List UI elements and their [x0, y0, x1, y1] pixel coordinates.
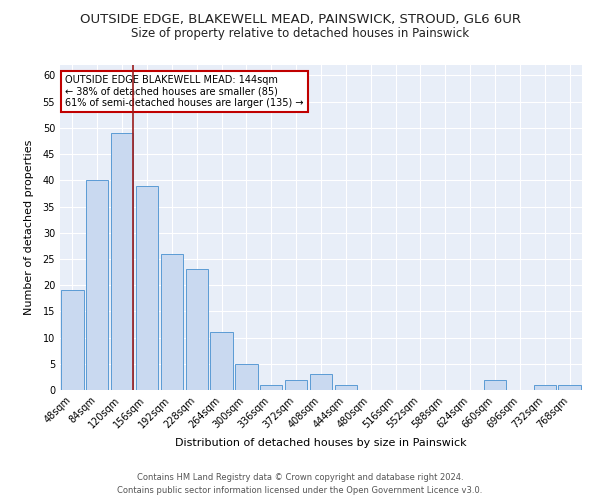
Text: Contains HM Land Registry data © Crown copyright and database right 2024.
Contai: Contains HM Land Registry data © Crown c… [118, 474, 482, 495]
Bar [533, 385, 556, 390]
Text: OUTSIDE EDGE, BLAKEWELL MEAD, PAINSWICK, STROUD, GL6 6UR: OUTSIDE EDGE, BLAKEWELL MEAD, PAINSWICK,… [79, 12, 521, 26]
Bar [484, 380, 506, 390]
Bar [111, 133, 133, 390]
Text: Size of property relative to detached houses in Painswick: Size of property relative to detached ho… [131, 28, 469, 40]
Bar [335, 385, 357, 390]
Bar [559, 385, 581, 390]
Bar [235, 364, 257, 390]
Text: OUTSIDE EDGE BLAKEWELL MEAD: 144sqm
← 38% of detached houses are smaller (85)
61: OUTSIDE EDGE BLAKEWELL MEAD: 144sqm ← 38… [65, 74, 304, 108]
X-axis label: Distribution of detached houses by size in Painswick: Distribution of detached houses by size … [175, 438, 467, 448]
Bar [211, 332, 233, 390]
Bar [285, 380, 307, 390]
Bar [136, 186, 158, 390]
Bar [86, 180, 109, 390]
Bar [185, 270, 208, 390]
Bar [161, 254, 183, 390]
Bar [310, 374, 332, 390]
Bar [260, 385, 283, 390]
Bar [61, 290, 83, 390]
Y-axis label: Number of detached properties: Number of detached properties [25, 140, 34, 315]
